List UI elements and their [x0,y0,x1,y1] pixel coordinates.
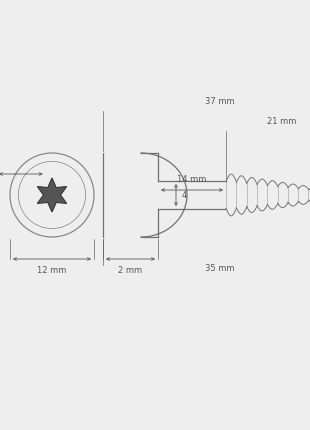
Text: 4: 4 [181,190,187,200]
Text: 21 mm: 21 mm [267,117,296,126]
Polygon shape [38,178,67,212]
Text: 37 mm: 37 mm [205,97,235,106]
Text: 35 mm: 35 mm [205,264,235,273]
Text: 2 mm: 2 mm [118,266,143,275]
Text: 14 mm: 14 mm [177,175,207,184]
Text: 12 mm: 12 mm [37,266,67,275]
